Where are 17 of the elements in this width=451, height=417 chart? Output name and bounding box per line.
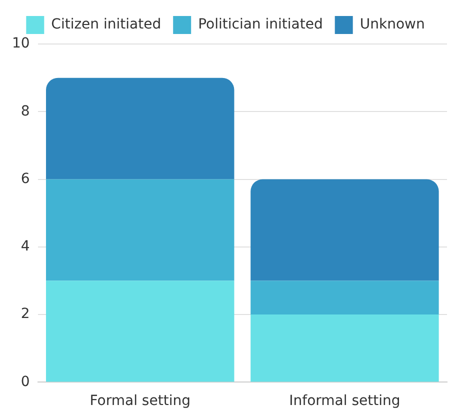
legend-label: Politician initiated bbox=[198, 16, 323, 33]
bar bbox=[250, 314, 439, 382]
y-tick-label: 10 bbox=[12, 36, 30, 52]
y-tick-label: 4 bbox=[20, 238, 30, 255]
bar bbox=[46, 280, 234, 382]
y-tick-label: 0 bbox=[20, 374, 30, 390]
bar bbox=[250, 280, 439, 315]
x-tick-label: Informal setting bbox=[289, 393, 400, 410]
bar bbox=[46, 78, 234, 180]
y-tick-label: 6 bbox=[20, 170, 30, 187]
legend-label: Citizen initiated bbox=[51, 16, 162, 33]
y-tick-label: 2 bbox=[20, 306, 30, 322]
y-tick-label: 8 bbox=[20, 103, 30, 120]
bar bbox=[46, 179, 234, 281]
x-tick-label: Formal setting bbox=[90, 393, 190, 410]
legend-label: Unknown bbox=[360, 16, 425, 33]
bar bbox=[250, 179, 439, 281]
